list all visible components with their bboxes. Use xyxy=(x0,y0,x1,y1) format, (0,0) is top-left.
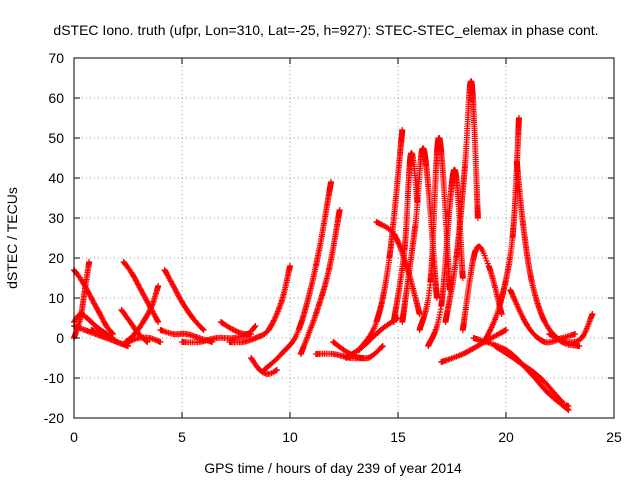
x-tick-label: 15 xyxy=(390,429,406,445)
plot-frame xyxy=(73,57,615,419)
grid xyxy=(74,58,614,418)
series-markers xyxy=(248,355,280,377)
series-arc-33 xyxy=(470,335,572,413)
series-markers xyxy=(161,267,207,333)
y-tick-label: -10 xyxy=(44,370,64,386)
tick-labels: 0 5 10 15 20 25 -20 -10 0 10 20 30 40 50 60 70 xyxy=(44,50,622,445)
series-markers xyxy=(88,327,131,349)
series-arc-34 xyxy=(492,343,572,409)
y-tick-label: 30 xyxy=(48,210,64,226)
chart-title: dSTEC Iono. truth (ufpr, Lon=310, Lat=-2… xyxy=(53,22,598,38)
x-axis-label: GPS time / hours of day 239 of year 2014 xyxy=(204,460,462,476)
axis-ticks xyxy=(73,57,615,419)
y-tick-label: 40 xyxy=(48,170,64,186)
series-arc-05 xyxy=(88,327,131,349)
series-markers xyxy=(390,150,421,325)
series-markers xyxy=(470,335,572,413)
x-tick-label: 0 xyxy=(70,429,78,445)
y-tick-label: 20 xyxy=(48,250,64,266)
series-arc-13 xyxy=(217,319,259,338)
series-markers xyxy=(297,207,343,357)
plot-data xyxy=(71,78,596,413)
series-arc-14 xyxy=(226,263,293,346)
series-arc-10 xyxy=(161,267,207,333)
series-markers xyxy=(217,319,259,338)
y-tick-label: 50 xyxy=(48,130,64,146)
x-tick-label: 10 xyxy=(282,429,298,445)
y-tick-label: 70 xyxy=(48,50,64,66)
series-arc-16 xyxy=(261,179,334,373)
series-arc-35 xyxy=(546,311,596,346)
x-tick-label: 20 xyxy=(498,429,514,445)
series-arc-17 xyxy=(297,207,343,357)
series-arc-23 xyxy=(390,150,421,325)
series-markers xyxy=(546,311,596,346)
series-arc-15 xyxy=(248,355,280,377)
series-markers xyxy=(442,78,481,325)
series-arc-09 xyxy=(125,334,164,345)
series-arc-27 xyxy=(442,78,481,325)
y-tick-label: 10 xyxy=(48,290,64,306)
series-markers xyxy=(226,263,293,346)
y-tick-label: 60 xyxy=(48,90,64,106)
series-markers xyxy=(261,179,334,373)
y-tick-label: -20 xyxy=(44,410,64,426)
series-arc-26 xyxy=(425,166,466,349)
series-markers xyxy=(425,166,466,349)
series-markers xyxy=(492,343,572,409)
y-tick-label: 0 xyxy=(56,330,64,346)
x-tick-label: 25 xyxy=(606,429,622,445)
series-markers xyxy=(125,334,164,345)
x-tick-label: 5 xyxy=(178,429,186,445)
y-axis-label: dSTEC / TECUs xyxy=(4,187,20,289)
